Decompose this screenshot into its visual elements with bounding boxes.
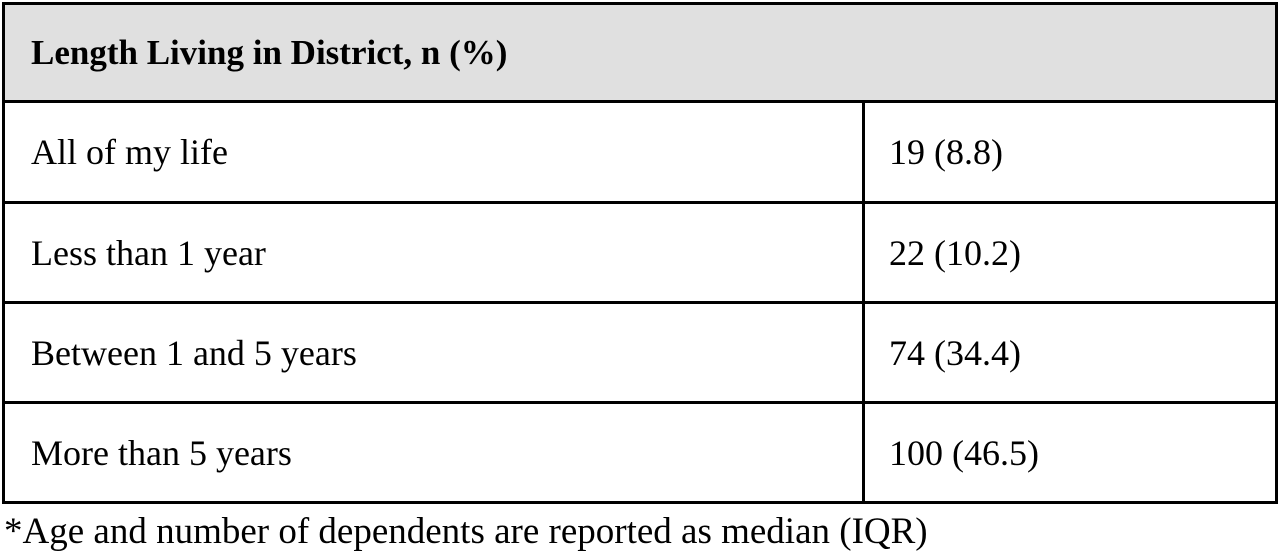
row-label: Between 1 and 5 years	[5, 304, 865, 401]
footnote: *Age and number of dependents are report…	[4, 511, 928, 552]
row-value: 74 (34.4)	[889, 332, 1021, 373]
row-label: All of my life	[5, 103, 865, 201]
table-row: Less than 1 year 22 (10.2)	[5, 201, 1275, 301]
row-value: 19 (8.8)	[889, 132, 1003, 172]
table-row: More than 5 years 100 (46.5)	[5, 401, 1275, 501]
row-label: Less than 1 year	[5, 204, 865, 301]
table-header: Length Living in District, n (%)	[5, 5, 1275, 103]
row-value: 22 (10.2)	[889, 232, 1021, 273]
table-row: Between 1 and 5 years 74 (34.4)	[5, 301, 1275, 401]
row-value: 100 (46.5)	[889, 432, 1039, 473]
table: Length Living in District, n (%) All of …	[2, 2, 1278, 504]
row-label: More than 5 years	[5, 404, 865, 501]
table-row: All of my life 19 (8.8)	[5, 103, 1275, 201]
